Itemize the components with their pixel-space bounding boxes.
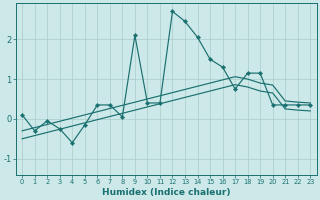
X-axis label: Humidex (Indice chaleur): Humidex (Indice chaleur) xyxy=(102,188,230,197)
